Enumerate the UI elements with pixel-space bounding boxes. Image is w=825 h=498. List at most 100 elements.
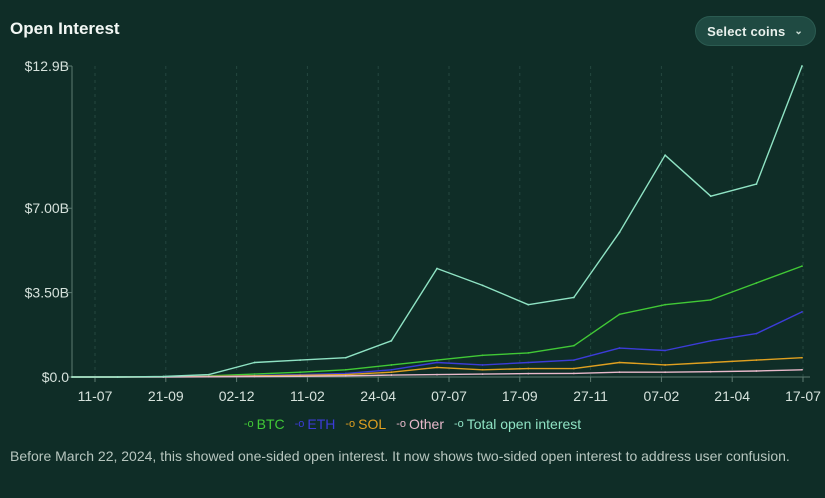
legend-item-other[interactable]: -o Other (396, 416, 444, 432)
legend-label: ETH (307, 416, 336, 432)
data-point (527, 361, 530, 364)
data-point (253, 361, 256, 364)
data-point (755, 370, 758, 372)
x-tick-label: 21-04 (714, 388, 750, 404)
data-point (390, 368, 393, 371)
data-point (709, 370, 712, 373)
data-point (253, 373, 256, 376)
data-point (390, 339, 393, 342)
data-point (664, 371, 667, 374)
data-point (527, 303, 530, 306)
page-title: Open Interest (10, 19, 120, 38)
x-tick-label: 21-09 (148, 388, 184, 404)
data-point (709, 195, 712, 198)
data-point (664, 154, 667, 157)
data-point (390, 374, 393, 376)
legend-swatch-icon: -o (294, 417, 305, 430)
x-tick-label: 11-02 (290, 388, 325, 404)
data-point (162, 375, 165, 378)
data-point (253, 375, 256, 378)
y-tick-label: $7.00B (25, 200, 69, 216)
data-point (299, 371, 302, 374)
select-coins-label: Select coins (707, 23, 786, 39)
data-point (664, 364, 667, 366)
disclaimer-note: Before March 22, 2024, this showed one-s… (10, 448, 790, 464)
data-point (390, 371, 393, 374)
data-point (436, 267, 438, 270)
data-point (572, 344, 575, 347)
data-point (436, 361, 438, 364)
legend-swatch-icon: -o (243, 417, 254, 430)
x-tick-label: 11-07 (78, 388, 113, 404)
data-point (801, 265, 803, 268)
x-tick-label: 17-07 (785, 388, 821, 404)
x-tick-label: 07-07 (431, 388, 467, 404)
data-point (618, 313, 621, 316)
data-point (572, 372, 575, 375)
legend-item-total-open-interest[interactable]: -o Total open interest (454, 416, 581, 432)
data-point (618, 361, 621, 364)
data-point (572, 359, 575, 362)
data-point (207, 373, 210, 376)
data-point (618, 347, 621, 349)
data-point (207, 375, 210, 378)
chevron-down-icon: ⌄ (794, 25, 803, 37)
data-point (390, 364, 393, 366)
data-point (709, 298, 712, 301)
legend-item-eth[interactable]: -o ETH (295, 416, 336, 432)
open-interest-chart: 11-07 21-09 02-12 11-02 24-04 07-07 17-09 27-11… (25, 58, 821, 404)
x-tick-label: 27-11 (573, 388, 608, 404)
series-line-total-open-interest (72, 65, 803, 378)
data-point (755, 359, 758, 362)
data-point (801, 368, 803, 371)
y-tick-label: $12.9B (25, 58, 69, 74)
data-point (801, 356, 803, 359)
x-tick-label: 24-04 (360, 388, 396, 404)
data-point (436, 359, 438, 362)
data-point (572, 367, 575, 370)
data-point (664, 303, 667, 306)
legend-item-sol[interactable]: -o SOL (345, 416, 386, 432)
data-point (801, 65, 803, 67)
data-point (344, 374, 347, 377)
data-point (527, 372, 530, 375)
data-point (481, 368, 484, 371)
y-tick-label: $0.0 (42, 369, 69, 385)
data-point (299, 375, 302, 378)
data-point (618, 231, 621, 234)
data-point (299, 359, 302, 362)
x-tick-label: 17-09 (502, 388, 538, 404)
data-point (116, 376, 119, 378)
data-point (481, 364, 484, 366)
data-point (436, 366, 438, 369)
legend-swatch-icon: -o (396, 417, 406, 430)
y-tick-label: $3.50B (25, 285, 69, 301)
x-tick-label: 07-02 (643, 388, 679, 404)
chart-legend: -o BTC -o ETH -o SOL -o Other -o Total open inter… (0, 416, 825, 432)
data-point (344, 368, 347, 371)
data-point (481, 284, 484, 287)
data-point (755, 332, 758, 335)
data-point (344, 356, 347, 359)
data-point (755, 183, 758, 186)
data-point (527, 351, 530, 354)
legend-swatch-icon: -o (345, 417, 356, 430)
legend-label: BTC (256, 416, 285, 432)
data-point (801, 311, 803, 313)
data-point (481, 373, 484, 376)
select-coins-button[interactable]: Select coins ⌄ (695, 16, 816, 46)
data-point (481, 354, 484, 357)
data-point (436, 373, 438, 376)
data-point (709, 339, 712, 342)
data-point (664, 349, 667, 352)
legend-item-btc[interactable]: -o BTC (244, 416, 285, 432)
data-point (527, 367, 530, 370)
legend-label: SOL (358, 416, 387, 432)
x-tick-label: 02-12 (219, 388, 255, 404)
data-point (709, 361, 712, 364)
data-point (618, 371, 621, 374)
data-point (71, 376, 73, 378)
data-point (572, 296, 575, 299)
legend-swatch-icon: -o (453, 417, 464, 430)
legend-label: Total open interest (466, 416, 582, 432)
